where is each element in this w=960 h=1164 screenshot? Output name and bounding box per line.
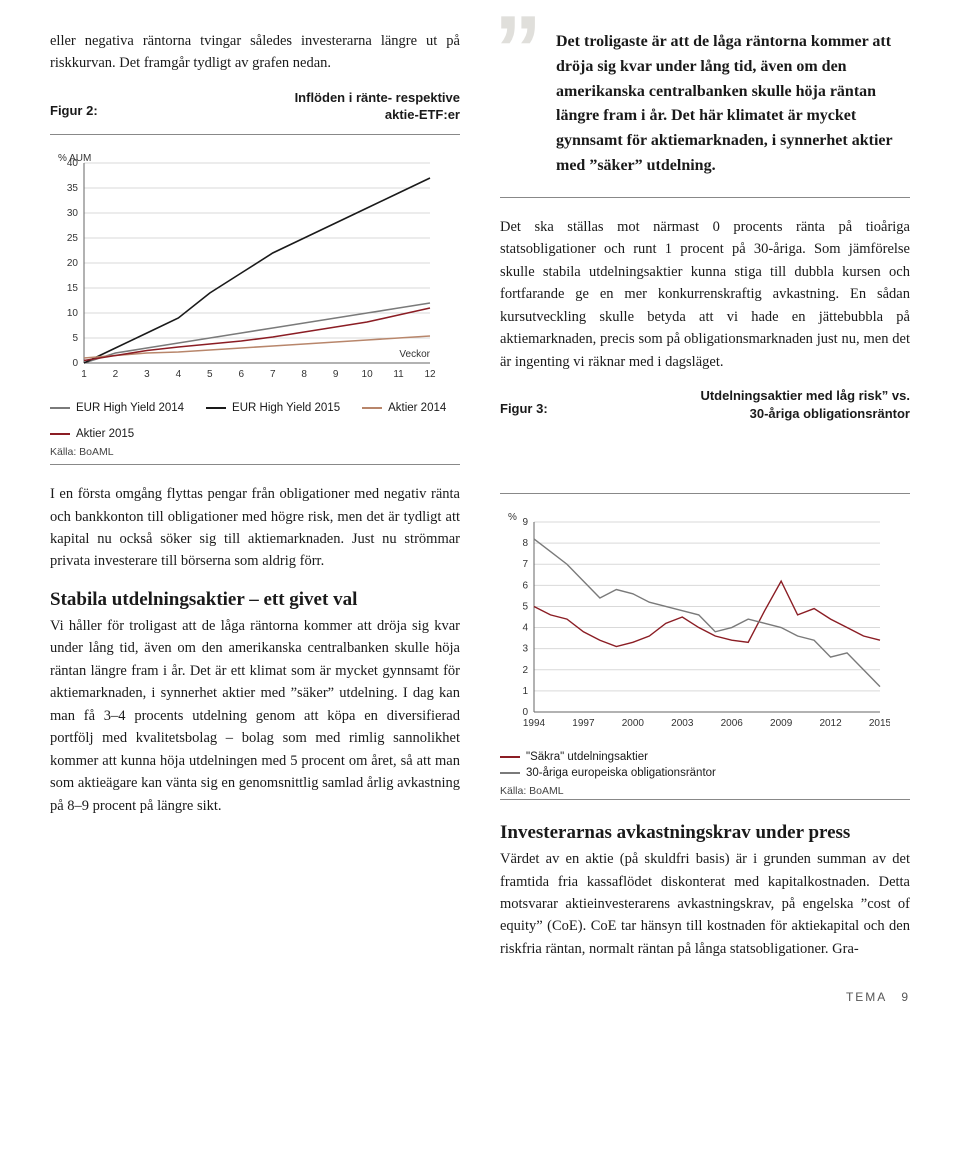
pull-quote-text: Det troligaste är att de låga räntorna k… — [556, 33, 892, 174]
legend-item: EUR High Yield 2014 — [50, 402, 184, 414]
svg-text:11: 11 — [393, 369, 404, 380]
svg-text:5: 5 — [522, 601, 528, 612]
legend-item: 30-åriga europeiska obligationsräntor — [500, 767, 910, 779]
svg-text:0: 0 — [72, 358, 78, 369]
legend-swatch — [50, 407, 70, 409]
right-body-1: Det ska ställas mot närmast 0 procents r… — [500, 216, 910, 373]
svg-text:Veckor: Veckor — [399, 349, 430, 360]
figure3-title-line2: 30-åriga obligationsräntor — [700, 405, 910, 423]
svg-text:8: 8 — [522, 538, 528, 549]
figure2-source: Källa: BoAML — [50, 446, 460, 458]
svg-text:8: 8 — [301, 369, 307, 380]
svg-text:2015: 2015 — [869, 718, 890, 729]
svg-text:2012: 2012 — [819, 718, 842, 729]
figure3-svg: 0 1 2 3 4 5 6 7 8 9 1994 1997 2000 2003 2006 2009 2012 20… — [500, 508, 890, 738]
legend-label: EUR High Yield 2015 — [232, 402, 340, 414]
svg-text:1997: 1997 — [572, 718, 595, 729]
divider — [500, 197, 910, 198]
figure3-source: Källa: BoAML — [500, 785, 910, 797]
svg-text:6: 6 — [522, 580, 528, 591]
svg-text:2003: 2003 — [671, 718, 694, 729]
svg-text:12: 12 — [424, 369, 436, 380]
svg-text:1994: 1994 — [523, 718, 546, 729]
svg-text:10: 10 — [362, 369, 374, 380]
legend-item: Aktier 2015 — [50, 428, 134, 440]
legend-item: Aktier 2014 — [362, 402, 446, 414]
svg-text:9: 9 — [522, 517, 528, 528]
figure2-svg: 0510152025303540123456789101112% AUMVeck… — [50, 149, 440, 389]
legend-label: Aktier 2015 — [76, 428, 134, 440]
figure2-title-line1: Inflöden i ränte- respektive — [295, 90, 460, 105]
figure2-title: Inflöden i ränte- respektive aktie-ETF:e… — [295, 89, 460, 124]
legend-swatch — [362, 407, 382, 409]
legend-swatch — [500, 772, 520, 774]
section3-body: Värdet av en aktie (på skuldfri basis) ä… — [500, 848, 910, 960]
legend-item: EUR High Yield 2015 — [206, 402, 340, 414]
svg-text:2: 2 — [522, 665, 528, 676]
footer-section-label: TEMA — [846, 990, 887, 1004]
svg-text:30: 30 — [67, 208, 79, 219]
legend-label: 30-åriga europeiska obligationsräntor — [526, 767, 716, 779]
svg-text:%: % — [508, 512, 517, 523]
svg-text:20: 20 — [67, 258, 79, 269]
svg-text:4: 4 — [176, 369, 182, 380]
intro-paragraph: eller negativa räntorna tvingar således … — [50, 30, 460, 75]
section2-body: Vi håller för troligast att de låga ränt… — [50, 615, 460, 817]
legend-item: "Säkra" utdelningsaktier — [500, 751, 910, 763]
figure2-label: Figur 2: — [50, 103, 98, 118]
legend-label: Aktier 2014 — [388, 402, 446, 414]
svg-text:2000: 2000 — [622, 718, 645, 729]
svg-text:2: 2 — [113, 369, 119, 380]
figure2-chart: 0510152025303540123456789101112% AUMVeck… — [50, 134, 460, 465]
pull-quote: ” Det troligaste är att de låga räntorna… — [500, 30, 910, 179]
left-body-2: I en första omgång flyttas pengar från o… — [50, 483, 460, 573]
figure3-chart: 0 1 2 3 4 5 6 7 8 9 1994 1997 2000 2003 2006 2009 2012 20… — [500, 493, 910, 800]
svg-text:25: 25 — [67, 233, 79, 244]
svg-text:0: 0 — [522, 707, 528, 718]
legend-swatch — [206, 407, 226, 409]
figure3-label: Figur 3: — [500, 401, 548, 416]
section2-heading: Stabila utdelningsaktier – ett givet val — [50, 589, 460, 611]
svg-text:3: 3 — [522, 644, 528, 655]
legend-label: "Säkra" utdelningsaktier — [526, 751, 648, 763]
svg-text:6: 6 — [238, 369, 244, 380]
svg-text:2006: 2006 — [721, 718, 744, 729]
svg-text:9: 9 — [333, 369, 339, 380]
svg-text:35: 35 — [67, 183, 79, 194]
legend-swatch — [50, 433, 70, 435]
figure2-title-line2: aktie-ETF:er — [295, 106, 460, 124]
svg-text:3: 3 — [144, 369, 150, 380]
legend-label: EUR High Yield 2014 — [76, 402, 184, 414]
legend-swatch — [500, 756, 520, 758]
svg-text:7: 7 — [522, 559, 528, 570]
figure3-legend: "Säkra" utdelningsaktier 30-åriga europei… — [500, 751, 910, 779]
svg-text:1: 1 — [522, 686, 528, 697]
figure3-title-line1: Utdelningsaktier med låg risk” vs. — [700, 388, 910, 403]
quote-icon: ” — [494, 2, 542, 98]
svg-text:% AUM: % AUM — [58, 153, 91, 164]
svg-text:5: 5 — [207, 369, 213, 380]
svg-text:7: 7 — [270, 369, 276, 380]
svg-text:1: 1 — [81, 369, 87, 380]
figure2-legend: EUR High Yield 2014 EUR High Yield 2015 Ak… — [50, 402, 460, 440]
svg-text:10: 10 — [67, 308, 79, 319]
svg-text:2009: 2009 — [770, 718, 793, 729]
footer-page-number: 9 — [901, 990, 910, 1004]
svg-text:15: 15 — [67, 283, 79, 294]
section3-heading: Investerarnas avkastningskrav under pres… — [500, 822, 910, 844]
figure3-title: Utdelningsaktier med låg risk” vs. 30-år… — [700, 387, 910, 422]
svg-text:5: 5 — [72, 333, 78, 344]
svg-text:4: 4 — [522, 623, 528, 634]
